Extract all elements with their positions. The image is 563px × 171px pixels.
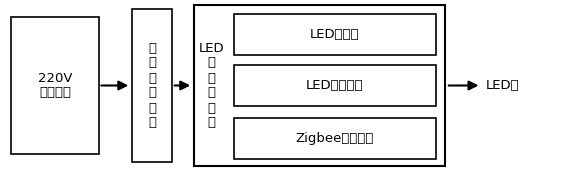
- Text: LED
灯
光
协
调
器: LED 灯 光 协 调 器: [198, 42, 224, 129]
- Bar: [194, 5, 445, 166]
- Text: 恒
流
稳
压
电
源: 恒 流 稳 压 电 源: [148, 42, 156, 129]
- Bar: [132, 9, 172, 162]
- Bar: [234, 65, 436, 106]
- Text: Zigbee无线模块: Zigbee无线模块: [296, 132, 374, 145]
- Text: 220V
交流电源: 220V 交流电源: [38, 71, 72, 100]
- Text: LED灯: LED灯: [485, 79, 519, 92]
- Text: LED灯驱动: LED灯驱动: [310, 28, 360, 41]
- Bar: [11, 17, 99, 154]
- Text: LED电源驱动: LED电源驱动: [306, 79, 364, 92]
- Bar: [234, 14, 436, 55]
- Bar: [234, 118, 436, 159]
